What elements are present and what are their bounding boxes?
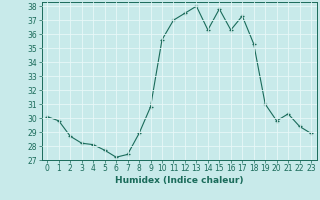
X-axis label: Humidex (Indice chaleur): Humidex (Indice chaleur) (115, 176, 244, 185)
